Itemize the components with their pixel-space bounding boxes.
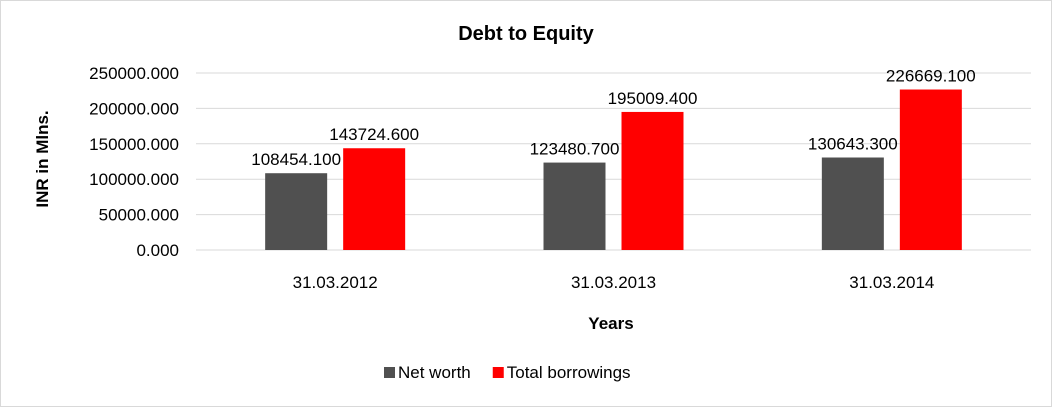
- x-tick-label: 31.03.2012: [293, 273, 378, 292]
- x-tick-label: 31.03.2014: [849, 273, 934, 292]
- y-tick-label: 150000.000: [89, 135, 179, 154]
- bar-total-borrowings: [343, 148, 406, 250]
- data-label: 130643.300: [808, 135, 898, 154]
- legend-label: Net worth: [398, 363, 471, 382]
- x-axis-ticks: 31.03.2012 31.03.2013 31.03.2014: [293, 273, 935, 292]
- bar-net-worth: [265, 173, 328, 250]
- legend-item-net-worth: Net worth: [384, 363, 471, 382]
- gridlines: [196, 72, 1031, 251]
- y-axis-title: INR in Mlns.: [33, 110, 52, 207]
- x-tick-label: 31.03.2013: [571, 273, 656, 292]
- bars: 108454.100 143724.600 123480.700 195009.400…: [251, 67, 976, 250]
- y-tick-label: 200000.000: [89, 99, 179, 118]
- data-label: 108454.100: [251, 150, 341, 169]
- data-label: 143724.600: [329, 125, 419, 144]
- y-tick-label: 250000.000: [89, 64, 179, 83]
- y-axis-ticks: 0.000 50000.000 100000.000 150000.000 200000…: [89, 64, 179, 260]
- bar-net-worth: [821, 157, 884, 250]
- y-tick-label: 50000.000: [99, 206, 179, 225]
- bar-net-worth: [543, 162, 606, 250]
- data-label: 226669.100: [886, 67, 976, 86]
- legend-swatch: [384, 367, 395, 378]
- legend-label: Total borrowings: [507, 363, 631, 382]
- legend: Net worth Total borrowings: [384, 363, 631, 382]
- chart-title: Debt to Equity: [458, 23, 594, 45]
- data-label: 123480.700: [530, 140, 620, 159]
- data-label: 195009.400: [608, 89, 698, 108]
- legend-swatch: [492, 367, 504, 378]
- y-tick-label: 100000.000: [89, 170, 179, 189]
- legend-item-total-borrowings: Total borrowings: [492, 363, 631, 382]
- bar-total-borrowings: [621, 111, 684, 250]
- bar-total-borrowings: [899, 89, 962, 250]
- x-axis-title: Years: [588, 314, 633, 333]
- y-tick-label: 0.000: [136, 241, 179, 260]
